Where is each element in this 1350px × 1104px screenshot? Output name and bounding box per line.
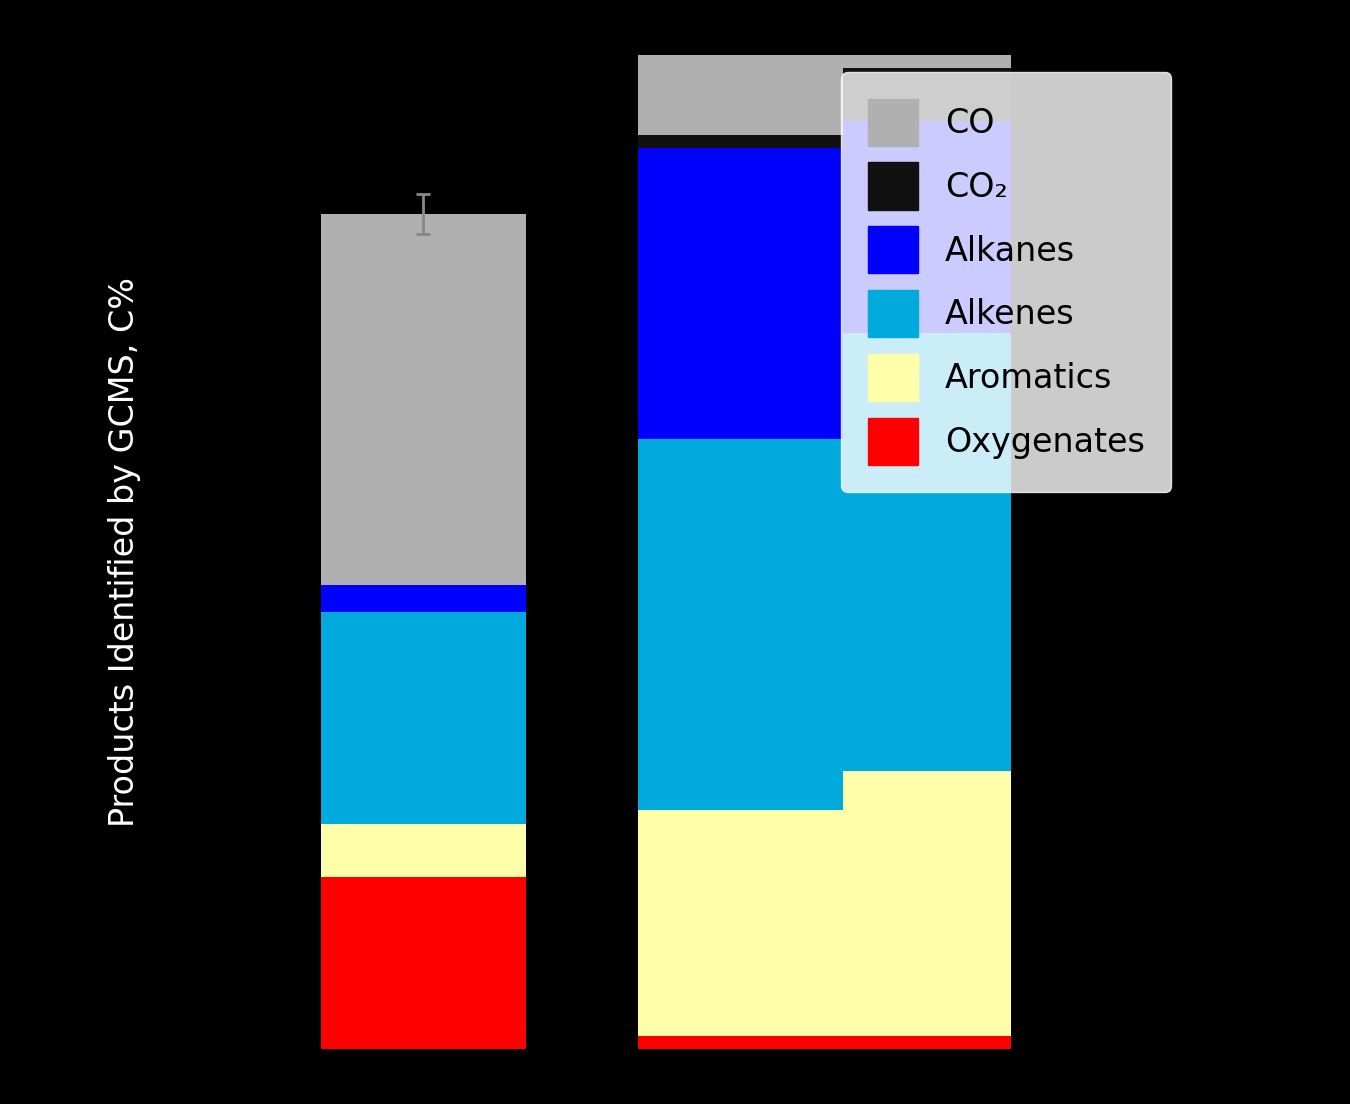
Bar: [806, 771, 1011, 1036]
Legend: CO, CO₂, Alkanes, Alkenes, Aromatics, Oxygenates: CO, CO₂, Alkanes, Alkenes, Aromatics, Ox…: [841, 72, 1172, 491]
Bar: [806, 1036, 1011, 1049]
Bar: [320, 612, 525, 824]
Bar: [320, 824, 525, 877]
Bar: [806, 0, 1011, 68]
Bar: [637, 439, 842, 810]
Bar: [806, 333, 1011, 771]
Bar: [806, 121, 1011, 333]
Bar: [320, 877, 525, 1049]
Bar: [320, 214, 525, 585]
Bar: [637, 0, 842, 135]
Bar: [806, 68, 1011, 121]
Bar: [637, 135, 842, 148]
Bar: [637, 1036, 842, 1049]
Y-axis label: Products Identified by GCMS, C%: Products Identified by GCMS, C%: [108, 277, 142, 827]
Bar: [320, 585, 525, 612]
Bar: [637, 148, 842, 439]
Bar: [637, 810, 842, 1036]
